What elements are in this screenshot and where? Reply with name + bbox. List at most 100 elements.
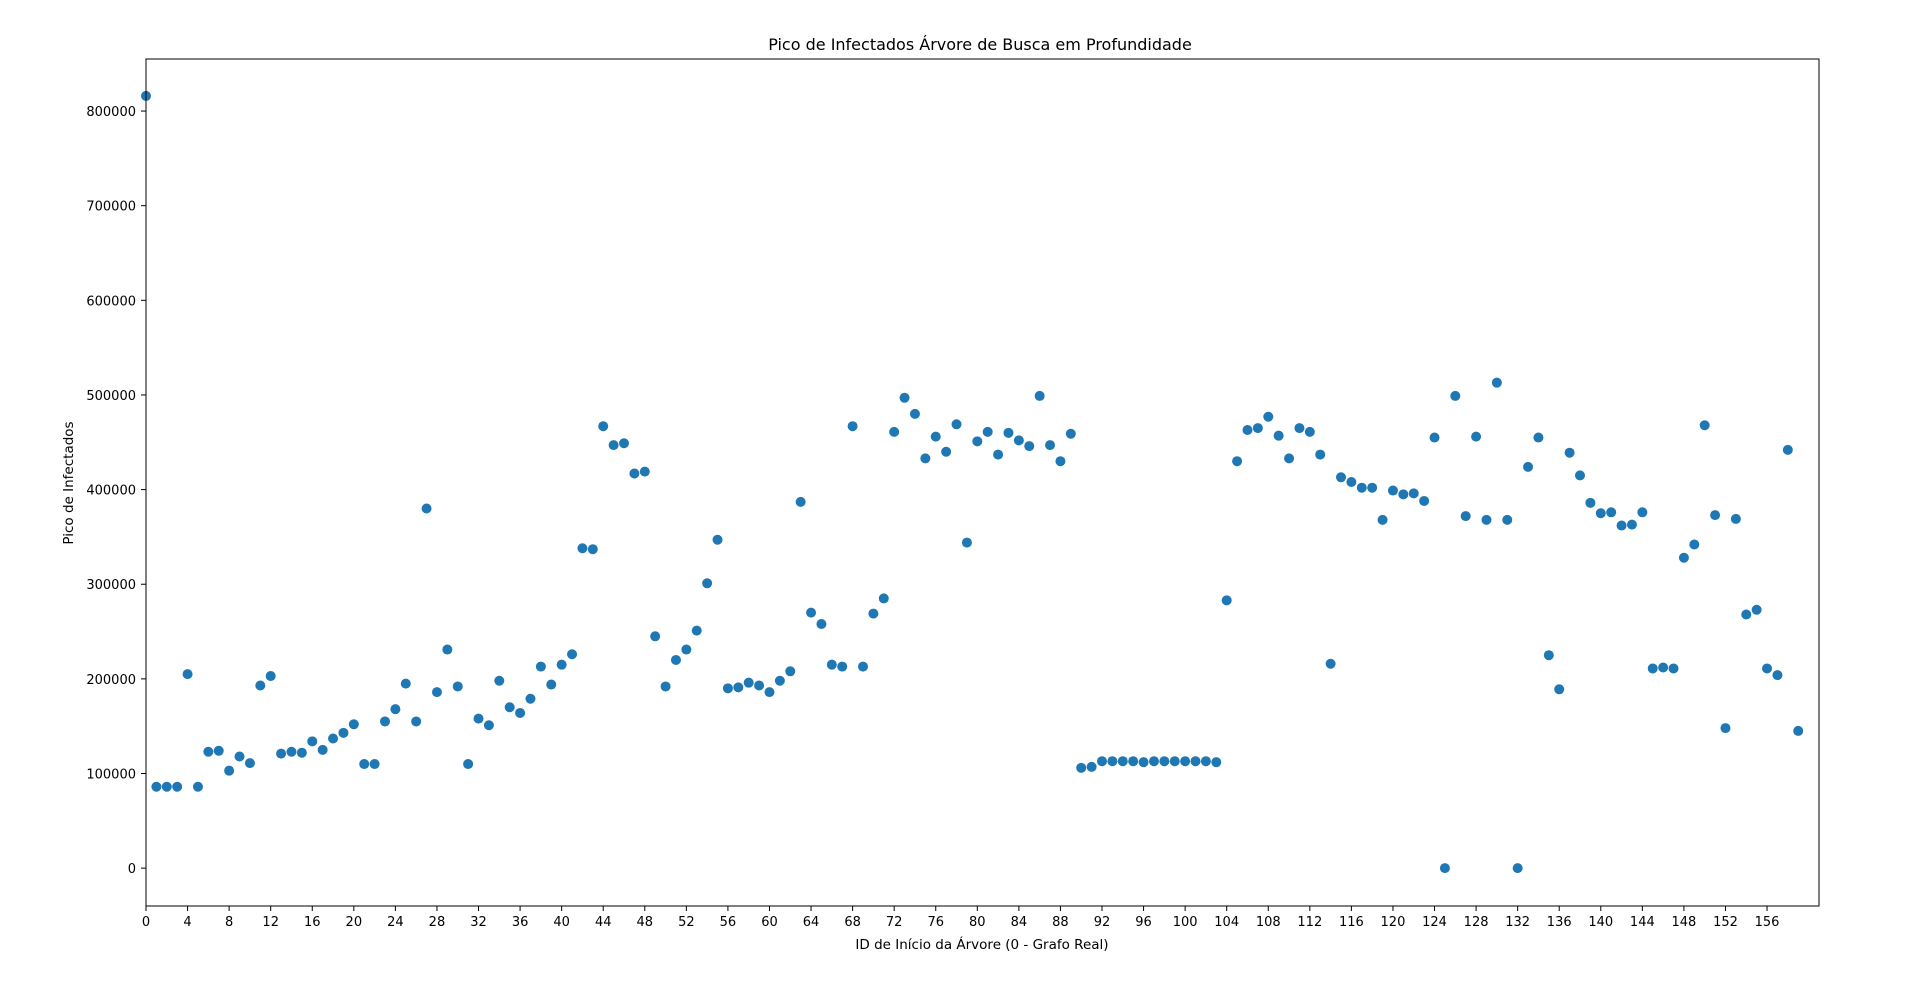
data-point [878,593,889,604]
data-point [1003,427,1014,438]
data-point [1782,444,1793,455]
data-point [961,537,972,548]
data-point [1200,756,1211,767]
data-point [1128,756,1139,767]
data-point [1221,595,1232,606]
x-tick-label: 100 [1173,915,1198,930]
data-point [1481,514,1492,525]
data-point [1606,507,1617,518]
data-point [1595,508,1606,519]
data-point [296,747,307,758]
x-tick-label: 72 [886,915,903,930]
data-point [795,496,806,507]
data-point [889,426,900,437]
x-tick-label: 136 [1547,915,1572,930]
data-point [868,608,879,619]
data-point [1013,435,1024,446]
x-tick-label: 152 [1713,915,1738,930]
data-point [1502,514,1513,525]
data-point [1138,757,1149,768]
data-point [1065,428,1076,439]
data-point [1076,762,1087,773]
data-point [816,618,827,629]
data-point [1751,604,1762,615]
x-tick-label: 144 [1630,915,1655,930]
data-point [1533,432,1544,443]
data-point [650,631,661,642]
data-point [1616,520,1627,531]
data-point [1387,485,1398,496]
data-point [1242,424,1253,435]
data-point [1180,756,1191,767]
data-point [307,736,318,747]
data-point [452,681,463,692]
x-tick-label: 92 [1094,915,1111,930]
data-point [899,392,910,403]
data-point [161,781,172,792]
x-tick-label: 40 [553,915,570,930]
data-point [619,438,629,449]
data-point [1658,662,1669,673]
data-point [660,681,671,692]
data-point [1772,670,1783,681]
data-point [192,781,203,792]
x-tick-label: 120 [1381,915,1406,930]
x-tick-label: 48 [637,915,654,930]
x-tick-label: 112 [1297,915,1322,930]
data-point [151,781,162,792]
data-point [1419,495,1430,506]
data-point [1699,420,1710,431]
data-point [556,659,567,670]
data-point [182,669,193,680]
data-point [390,704,401,715]
data-point [806,607,817,618]
x-tick-label: 24 [387,915,404,930]
data-point [1284,453,1295,464]
data-point [1626,519,1637,530]
data-point [1304,426,1315,437]
x-tick-label: 116 [1339,915,1364,930]
data-point [920,453,931,464]
x-tick-label: 56 [720,915,737,930]
data-point [431,687,442,698]
data-point [411,716,422,727]
data-point [670,654,681,665]
x-tick-label: 76 [927,915,944,930]
x-tick-label: 156 [1755,915,1780,930]
data-point [224,765,235,776]
y-tick-label: 500000 [86,389,136,404]
x-tick-label: 16 [304,915,321,930]
data-point [234,751,245,762]
x-axis-label: ID de Início da Árvore (0 - Grafo Real) [855,936,1108,953]
y-tick-label: 200000 [86,673,136,688]
data-point [1647,663,1658,674]
data-point [328,733,339,744]
data-point [1523,461,1534,472]
data-point [359,759,370,770]
data-point [265,671,276,682]
data-point [1730,513,1741,524]
data-point [442,644,453,655]
x-tick-label: 36 [512,915,529,930]
data-point [587,544,598,555]
data-point [951,419,962,430]
data-point [993,449,1004,460]
data-point [400,678,411,689]
data-point [1263,411,1274,422]
data-point [743,677,754,688]
data-point [1190,756,1201,767]
data-point [982,426,993,437]
data-point [733,682,744,693]
data-point [1024,441,1035,452]
data-point [1169,756,1180,767]
data-points [141,90,1804,874]
data-point [1086,761,1097,772]
data-point [286,746,297,757]
x-tick-label: 12 [262,915,279,930]
data-point [348,719,359,730]
data-point [722,683,733,694]
data-point [1055,456,1066,467]
x-tick-label: 88 [1052,915,1069,930]
data-point [1117,756,1128,767]
data-point [1097,756,1107,767]
